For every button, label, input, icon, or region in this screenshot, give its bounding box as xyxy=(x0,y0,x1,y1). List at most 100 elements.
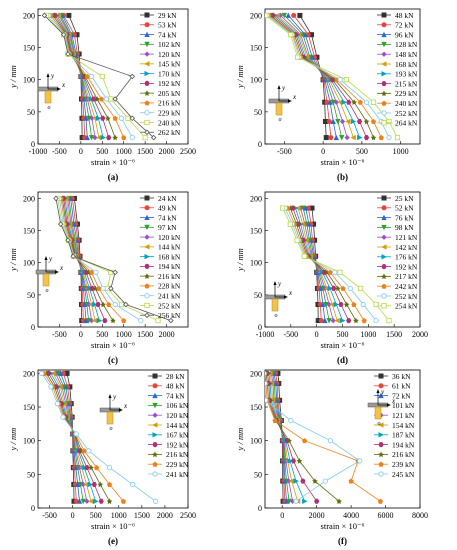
legend-marker xyxy=(144,205,150,211)
data-point xyxy=(351,99,357,106)
y-tick-label: 0 xyxy=(258,323,262,332)
legend-item: 74 kN xyxy=(140,30,177,39)
x-tick-label: 1000 xyxy=(116,147,132,156)
icon-x-letter: x xyxy=(288,289,293,297)
x-tick-label: 2000 xyxy=(159,330,175,339)
y-axis-label: y / mm xyxy=(8,248,18,272)
series-241-kN xyxy=(39,370,159,504)
data-point xyxy=(65,51,71,57)
panel-label: (b) xyxy=(337,172,348,182)
legend-item: 241 kN xyxy=(140,291,181,300)
legend-item: 216 kN xyxy=(148,450,189,459)
data-layer xyxy=(41,12,157,141)
legend-marker xyxy=(144,100,150,106)
legend-marker xyxy=(381,214,387,221)
legend-marker xyxy=(152,412,158,418)
legend-marker xyxy=(381,31,387,38)
x-tick-label: 1500 xyxy=(137,330,153,339)
data-point xyxy=(96,317,103,324)
legend-marker xyxy=(144,80,150,86)
series-line xyxy=(289,207,357,321)
data-point xyxy=(351,301,357,308)
data-point xyxy=(103,96,110,102)
data-point xyxy=(314,498,320,504)
data-layer xyxy=(265,12,401,141)
legend-item: 25 kN xyxy=(377,194,414,203)
x-tick-label: 0 xyxy=(321,147,325,156)
data-point xyxy=(386,134,392,141)
data-point xyxy=(153,498,159,504)
data-point xyxy=(118,115,125,121)
data-point xyxy=(129,73,136,80)
data-point xyxy=(88,464,94,471)
web-shape xyxy=(44,90,52,104)
legend-label: 168 kN xyxy=(158,252,181,261)
data-point xyxy=(345,118,351,125)
legend-label: 52 kN xyxy=(395,204,414,213)
data-point xyxy=(322,317,328,324)
legend-label: 239 kN xyxy=(392,460,415,469)
legend-marker xyxy=(152,422,158,428)
chart-panel-b: 0 50 100 150 200 -500 0 500 1000 strain × 10⁻⁶ y /… xyxy=(235,8,421,182)
legend-item: 154 kN xyxy=(374,421,415,430)
data-point xyxy=(91,481,97,487)
series-216-kN xyxy=(265,370,342,505)
legend-marker xyxy=(144,12,150,18)
legend-marker xyxy=(152,383,158,389)
data-point xyxy=(121,134,127,141)
y-tick-label: 150 xyxy=(250,403,262,412)
x-axis-label: strain × 10⁻⁶ xyxy=(321,157,365,167)
legend-item: 120 kN xyxy=(148,411,189,420)
x-tick-label: 1000 xyxy=(393,147,409,156)
data-point xyxy=(370,134,377,141)
x-tick-label: 2500 xyxy=(180,511,196,520)
data-point xyxy=(48,384,54,390)
legend-item: 229 kN xyxy=(148,460,189,469)
legend-marker xyxy=(144,90,150,96)
legend-label: 48 kN xyxy=(395,11,414,20)
x-axis-label: strain × 10⁻⁶ xyxy=(91,340,135,350)
series-262-kN xyxy=(41,12,157,141)
x-tick-label: 2500 xyxy=(180,147,196,156)
legend-label: 142 kN xyxy=(395,243,418,252)
legend-label: 192 kN xyxy=(395,262,418,271)
legend-marker xyxy=(381,110,387,116)
data-point xyxy=(54,401,60,407)
chart-panel-e: 0 50 100 150 200 -500 0 500 1000 1500 2000 2500 stra… xyxy=(8,369,196,546)
data-point xyxy=(86,448,92,454)
y-tick-label: 50 xyxy=(254,291,262,300)
series-229-kN xyxy=(46,12,135,141)
legend-label: 121 kN xyxy=(392,411,415,420)
icon-o-letter: o xyxy=(48,105,51,111)
legend-marker xyxy=(144,273,150,279)
x-tick-label: 500 xyxy=(90,511,102,520)
legend-label: 216 kN xyxy=(158,272,181,281)
data-point xyxy=(353,317,359,324)
data-layer xyxy=(39,370,159,505)
data-point xyxy=(290,458,296,464)
panel-label: (e) xyxy=(108,536,118,546)
web-shape xyxy=(106,411,114,425)
legend-label: 192 kN xyxy=(158,79,181,88)
legend-marker xyxy=(144,312,150,318)
series-line xyxy=(265,378,361,502)
data-point xyxy=(129,115,136,122)
legend-item: 97 kN xyxy=(140,223,177,232)
x-tick-label: 0 xyxy=(79,330,83,339)
legend-marker xyxy=(152,471,158,477)
legend-label: 252 kN xyxy=(395,109,418,118)
data-point xyxy=(343,301,350,308)
legend-label: 53 kN xyxy=(158,21,177,30)
x-axis-label: strain × 10⁻⁶ xyxy=(321,521,365,531)
data-point xyxy=(265,12,269,19)
data-point xyxy=(339,118,346,125)
data-point xyxy=(142,134,148,141)
legend-item: 72 kN xyxy=(377,21,414,30)
legend-label: 229 kN xyxy=(158,108,181,117)
legend-item: 216 kN xyxy=(140,272,181,281)
legend-label: 72 kN xyxy=(395,21,414,30)
legend-item: 168 kN xyxy=(140,252,181,261)
data-point xyxy=(80,481,86,488)
